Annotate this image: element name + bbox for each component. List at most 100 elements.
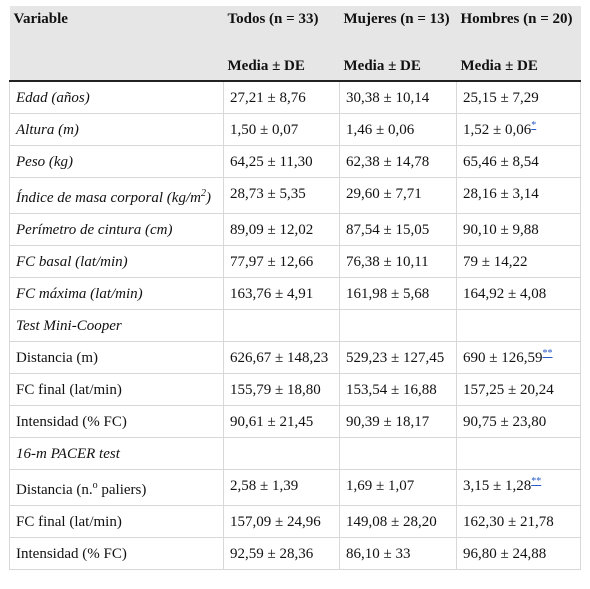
empty-cell xyxy=(456,437,581,470)
subheader-empty xyxy=(9,56,224,81)
table-row: FC final (lat/min) 157,09 ± 24,96 149,08 ±… xyxy=(9,505,581,538)
cell-value: 155,79 ± 18,80 xyxy=(230,382,321,398)
subheader-todos: Media ± DE xyxy=(223,56,340,81)
table-row: FC máxima (lat/min) 163,76 ± 4,91 161,98 ±… xyxy=(9,277,581,310)
cell-value: 1,46 ± 0,06 xyxy=(346,122,415,138)
cell-mujeres: 90,39 ± 18,17 xyxy=(339,405,457,438)
cell-value: 157,09 ± 24,96 xyxy=(230,514,321,530)
cell-value: 28,73 ± 5,35 xyxy=(230,186,306,202)
table-row: FC final (lat/min) 155,79 ± 18,80 153,54 ±… xyxy=(9,373,581,406)
cell-value: 89,09 ± 12,02 xyxy=(230,222,314,238)
empty-cell xyxy=(339,309,457,342)
cell-value: 161,98 ± 5,68 xyxy=(346,286,430,302)
cell-mujeres: 1,69 ± 1,07 xyxy=(339,469,457,506)
cell-value: 153,54 ± 16,88 xyxy=(346,382,437,398)
cell-value: 2,58 ± 1,39 xyxy=(230,478,299,494)
cell-value: 3,15 ± 1,28 xyxy=(463,478,532,494)
significance-footnote-link[interactable]: * xyxy=(531,120,537,131)
cell-hombres: 690 ± 126,59** xyxy=(456,341,581,374)
table-row: Peso (kg) 64,25 ± 11,30 62,38 ± 14,78 65,46… xyxy=(9,145,581,178)
cell-todos: 155,79 ± 18,80 xyxy=(223,373,340,406)
table-row: Edad (años) 27,21 ± 8,76 30,38 ± 10,14 25,1… xyxy=(9,81,581,114)
cell-todos: 90,61 ± 21,45 xyxy=(223,405,340,438)
empty-cell xyxy=(456,309,581,342)
table-row: Altura (m) 1,50 ± 0,07 1,46 ± 0,06 1,52 ± 0… xyxy=(9,113,581,146)
row-label-text: FC final (lat/min) xyxy=(16,514,122,530)
row-label: Perímetro de cintura (cm) xyxy=(9,213,224,246)
cell-value: 96,80 ± 24,88 xyxy=(463,546,547,562)
significance-footnote-link[interactable]: ** xyxy=(542,348,553,359)
row-label: Intensidad (% FC) xyxy=(9,537,224,570)
row-label-superscript: 2 xyxy=(200,188,206,199)
cell-hombres: 90,75 ± 23,80 xyxy=(456,405,581,438)
cell-value: 164,92 ± 4,08 xyxy=(463,286,547,302)
cell-todos: 626,67 ± 148,23 xyxy=(223,341,340,374)
section-row: Test Mini-Cooper xyxy=(9,309,581,342)
cell-mujeres: 76,38 ± 10,11 xyxy=(339,245,457,278)
cell-todos: 92,59 ± 28,36 xyxy=(223,537,340,570)
row-label: Edad (años) xyxy=(9,81,224,114)
row-label: Peso (kg) xyxy=(9,145,224,178)
cell-hombres: 90,10 ± 9,88 xyxy=(456,213,581,246)
cell-todos: 77,97 ± 12,66 xyxy=(223,245,340,278)
cell-todos: 28,73 ± 5,35 xyxy=(223,177,340,214)
row-label-end: ) xyxy=(205,190,211,206)
row-label: Distancia (n.o paliers) xyxy=(9,469,224,506)
section-row: 16-m PACER test xyxy=(9,437,581,470)
header-todos: Todos (n = 33) xyxy=(223,6,340,56)
subheader-hombres: Media ± DE xyxy=(456,56,581,81)
cell-todos: 157,09 ± 24,96 xyxy=(223,505,340,538)
cell-value: 157,25 ± 20,24 xyxy=(463,382,554,398)
cell-value: 1,52 ± 0,06 xyxy=(463,122,532,138)
cell-value: 65,46 ± 8,54 xyxy=(463,154,539,170)
row-label-superscript: o xyxy=(92,480,98,491)
cell-value: 90,75 ± 23,80 xyxy=(463,414,547,430)
row-label-text: Intensidad (% FC) xyxy=(16,414,127,430)
subheader-mujeres: Media ± DE xyxy=(339,56,457,81)
cell-value: 28,16 ± 3,14 xyxy=(463,186,539,202)
cell-hombres: 164,92 ± 4,08 xyxy=(456,277,581,310)
cell-hombres: 162,30 ± 21,78 xyxy=(456,505,581,538)
cell-value: 86,10 ± 33 xyxy=(346,546,411,562)
cell-mujeres: 30,38 ± 10,14 xyxy=(339,81,457,114)
row-label: FC máxima (lat/min) xyxy=(9,277,224,310)
row-label-text: Perímetro de cintura (cm) xyxy=(16,222,173,238)
cell-value: 79 ± 14,22 xyxy=(463,254,528,270)
table-row: Intensidad (% FC) 90,61 ± 21,45 90,39 ± 18… xyxy=(9,405,581,438)
cell-todos: 2,58 ± 1,39 xyxy=(223,469,340,506)
cell-hombres: 157,25 ± 20,24 xyxy=(456,373,581,406)
row-label-text: Altura (m) xyxy=(16,122,79,138)
cell-value: 77,97 ± 12,66 xyxy=(230,254,314,270)
row-label-text: Índice de masa corporal (kg/m xyxy=(16,190,201,206)
cell-mujeres: 87,54 ± 15,05 xyxy=(339,213,457,246)
header-hombres: Hombres (n = 20) xyxy=(456,6,581,56)
table-body: Edad (años) 27,21 ± 8,76 30,38 ± 10,14 25,1… xyxy=(9,81,581,570)
cell-value: 1,50 ± 0,07 xyxy=(230,122,299,138)
header-row: Variable Todos (n = 33) Mujeres (n = 13)… xyxy=(9,6,581,56)
cell-value: 529,23 ± 127,45 xyxy=(346,350,445,366)
cell-value: 76,38 ± 10,11 xyxy=(346,254,429,270)
cell-value: 626,67 ± 148,23 xyxy=(230,350,329,366)
cell-todos: 89,09 ± 12,02 xyxy=(223,213,340,246)
cell-mujeres: 149,08 ± 28,20 xyxy=(339,505,457,538)
row-label: Índice de masa corporal (kg/m2) xyxy=(9,177,224,214)
cell-value: 30,38 ± 10,14 xyxy=(346,90,430,106)
table-row: Distancia (m) 626,67 ± 148,23 529,23 ± 127… xyxy=(9,341,581,374)
table-row: Índice de masa corporal (kg/m2) 28,73 ± 5… xyxy=(9,177,581,214)
row-label-text: FC final (lat/min) xyxy=(16,382,122,398)
cell-mujeres: 153,54 ± 16,88 xyxy=(339,373,457,406)
cell-todos: 1,50 ± 0,07 xyxy=(223,113,340,146)
significance-footnote-link[interactable]: ** xyxy=(531,476,542,487)
row-label-text: Intensidad (% FC) xyxy=(16,546,127,562)
cell-value: 149,08 ± 28,20 xyxy=(346,514,437,530)
cell-hombres: 28,16 ± 3,14 xyxy=(456,177,581,214)
row-label-text: FC máxima (lat/min) xyxy=(16,286,143,302)
cell-value: 163,76 ± 4,91 xyxy=(230,286,314,302)
cell-hombres: 25,15 ± 7,29 xyxy=(456,81,581,114)
cell-hombres: 1,52 ± 0,06* xyxy=(456,113,581,146)
row-label-text: Distancia (m) xyxy=(16,350,99,366)
cell-mujeres: 86,10 ± 33 xyxy=(339,537,457,570)
cell-hombres: 3,15 ± 1,28** xyxy=(456,469,581,506)
row-label: FC basal (lat/min) xyxy=(9,245,224,278)
cell-value: 90,10 ± 9,88 xyxy=(463,222,539,238)
